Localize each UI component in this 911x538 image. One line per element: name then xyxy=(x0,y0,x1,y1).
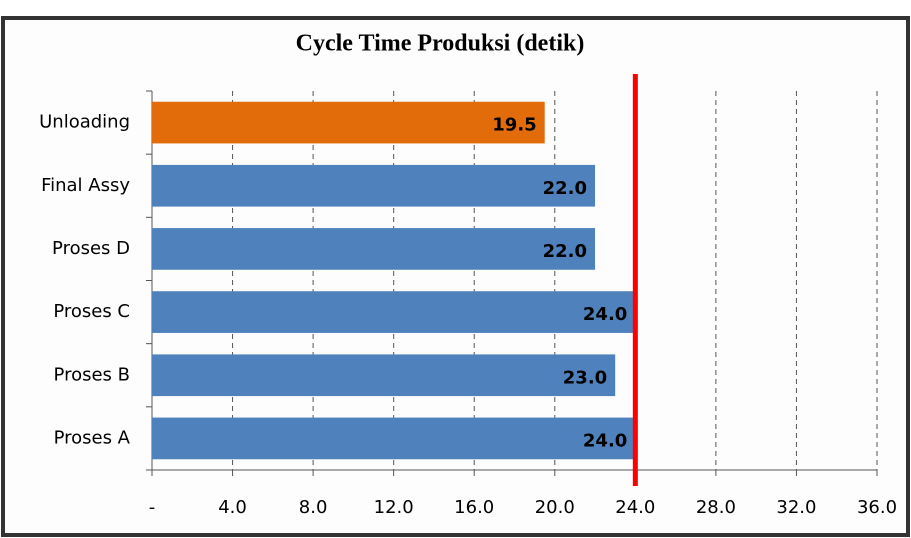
y-tick-label: Proses D xyxy=(52,238,130,259)
value-label: 22.0 xyxy=(543,178,587,199)
y-tick-label: Unloading xyxy=(39,112,130,133)
value-label: 22.0 xyxy=(543,241,587,262)
x-tick-label: 12.0 xyxy=(374,497,414,518)
x-tick-label: 8.0 xyxy=(299,497,328,518)
bar xyxy=(152,417,636,460)
bar xyxy=(152,354,616,397)
value-label: 23.0 xyxy=(563,367,607,388)
value-label: 24.0 xyxy=(583,430,627,451)
bar xyxy=(152,291,636,333)
value-label: 19.5 xyxy=(492,115,536,136)
x-tick-label: 16.0 xyxy=(454,497,494,518)
bar xyxy=(152,228,596,270)
x-tick-label: 36.0 xyxy=(857,497,897,518)
y-tick-label: Proses B xyxy=(54,364,130,385)
x-tick-label: 24.0 xyxy=(615,497,655,518)
x-tick-label: - xyxy=(149,497,156,518)
y-tick-label: Final Assy xyxy=(41,175,130,196)
x-tick-label: 32.0 xyxy=(776,497,816,518)
x-tick-label: 20.0 xyxy=(535,497,575,518)
bar xyxy=(152,164,596,207)
bar xyxy=(152,101,545,144)
chart-title: Cycle Time Produksi (detik) xyxy=(296,31,585,57)
y-tick-label: Proses A xyxy=(54,427,131,448)
x-tick-label: 28.0 xyxy=(696,497,736,518)
x-tick-label: 4.0 xyxy=(218,497,247,518)
y-tick-label: Proses C xyxy=(53,301,130,322)
value-label: 24.0 xyxy=(583,304,627,325)
